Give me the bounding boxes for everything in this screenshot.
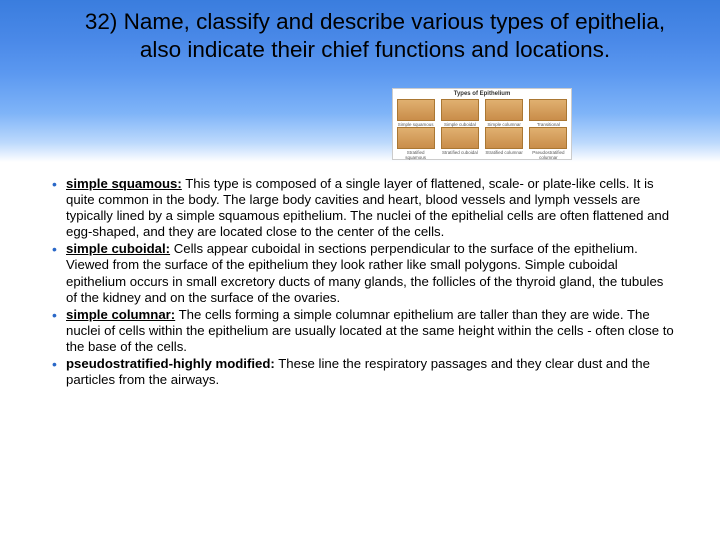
list-item: simple squamous: This type is composed o…: [52, 176, 678, 240]
thumbnail-label: Pseudostratified columnar: [529, 150, 567, 160]
title-band: 32) Name, classify and describe various …: [0, 0, 720, 162]
content-area: simple squamous: This type is composed o…: [0, 162, 720, 388]
term: pseudostratified-highly modified:: [66, 356, 275, 371]
term: simple squamous:: [66, 176, 182, 191]
term: simple columnar:: [66, 307, 175, 322]
thumbnail-label: Stratified columnar: [485, 150, 523, 160]
thumbnail-caption: Types of Epithelium: [395, 91, 569, 97]
term: simple cuboidal:: [66, 241, 170, 256]
thumbnail-label: Stratified cuboidal: [441, 150, 479, 160]
epithelium-types-thumbnail: Types of Epithelium Simple squamous Simp…: [392, 88, 572, 160]
list-item: simple cuboidal: Cells appear cuboidal i…: [52, 241, 678, 305]
list-item: simple columnar: The cells forming a sim…: [52, 307, 678, 355]
thumbnail-label: Stratified squamous: [397, 150, 435, 160]
list-item: pseudostratified-highly modified: These …: [52, 356, 678, 388]
slide-title: 32) Name, classify and describe various …: [66, 8, 684, 64]
bullet-list: simple squamous: This type is composed o…: [52, 176, 678, 388]
